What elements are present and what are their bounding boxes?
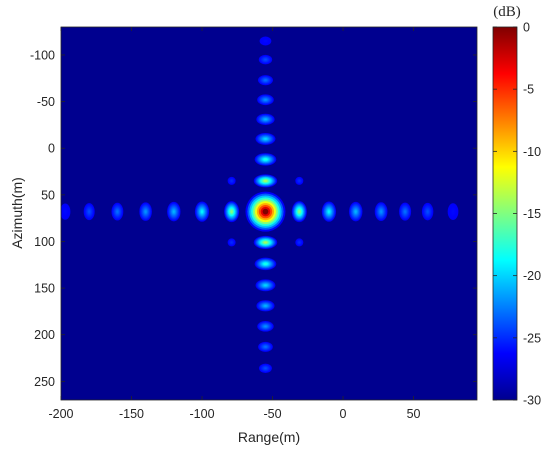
range-sidelobe — [291, 201, 307, 223]
corner-sidelobe — [227, 238, 236, 247]
x-tick-label: -100 — [190, 407, 215, 421]
azimuth-sidelobe — [256, 113, 275, 125]
range-sidelobe — [421, 202, 434, 221]
range-sidelobe — [224, 201, 240, 223]
azimuth-sidelobe — [256, 300, 275, 312]
azimuth-sidelobe — [254, 257, 277, 271]
colorbar-tick-label: -30 — [523, 394, 541, 408]
azimuth-sidelobe — [257, 94, 274, 106]
range-sidelobe — [349, 201, 363, 222]
y-tick-label: 100 — [34, 235, 55, 249]
range-sidelobe — [111, 202, 124, 221]
colorbar-tick-label: -15 — [523, 207, 541, 221]
azimuth-sidelobe — [259, 36, 272, 46]
x-tick-label: -150 — [119, 407, 144, 421]
y-tick-label: -50 — [37, 95, 55, 109]
azimuth-sidelobe — [253, 174, 278, 188]
azimuth-sidelobe — [254, 153, 277, 166]
colorbar-tick-label: -5 — [523, 83, 534, 97]
main-lobe — [245, 191, 286, 232]
x-tick-label: -50 — [263, 407, 281, 421]
colorbar-tick-label: -25 — [523, 331, 541, 345]
colorbar-unit-label: (dB) — [493, 4, 521, 20]
x-tick-label: -200 — [48, 407, 73, 421]
x-axis: -200 -150 -100 -50 0 50 — [48, 27, 421, 421]
range-sidelobe — [447, 203, 459, 220]
x-axis-label: Range(m) — [238, 429, 300, 445]
range-sidelobe — [167, 201, 181, 222]
y-tick-label: 50 — [41, 188, 55, 202]
range-sidelobe — [139, 202, 152, 221]
x-tick-label: 50 — [407, 407, 421, 421]
azimuth-sidelobe — [259, 363, 272, 373]
y-tick-label: 150 — [34, 282, 55, 296]
range-sidelobe — [374, 202, 388, 221]
plot-area — [60, 26, 478, 401]
range-sidelobe — [61, 203, 71, 220]
azimuth-sidelobe — [257, 321, 274, 332]
y-axis-label: Azimuth(m) — [9, 177, 25, 249]
range-sidelobe — [194, 201, 210, 222]
heatmap-cells — [61, 36, 459, 373]
colorbar-ticks: 0 -5 -10 -15 -20 -25 -30 — [493, 21, 541, 408]
colorbar-tick-label: -20 — [523, 269, 541, 283]
azimuth-sidelobe — [255, 132, 276, 145]
y-tick-label: 200 — [34, 328, 55, 342]
colorbar-tick-label: 0 — [523, 21, 530, 35]
x-tick-label: 0 — [340, 407, 347, 421]
corner-sidelobe — [295, 176, 304, 185]
y-tick-label: 0 — [48, 142, 55, 156]
colorbar-tick-label: -10 — [523, 145, 541, 159]
azimuth-sidelobe — [257, 75, 273, 86]
y-axis: -100 -50 0 50 100 150 200 250 — [30, 48, 477, 389]
plot-frame — [60, 26, 478, 401]
y-tick-label: -100 — [30, 48, 55, 62]
azimuth-sidelobe — [258, 54, 273, 65]
corner-sidelobe — [227, 176, 236, 185]
corner-sidelobe — [295, 238, 304, 247]
y-tick-label: 250 — [34, 375, 55, 389]
azimuth-sidelobe — [258, 341, 273, 352]
range-sidelobe — [83, 203, 95, 221]
range-sidelobe — [321, 201, 337, 222]
range-sidelobe — [399, 202, 412, 221]
colorbar: 0 -5 -10 -15 -20 -25 -30 (dB) — [492, 4, 541, 408]
azimuth-sidelobe — [253, 235, 278, 249]
azimuth-sidelobe — [255, 279, 276, 292]
